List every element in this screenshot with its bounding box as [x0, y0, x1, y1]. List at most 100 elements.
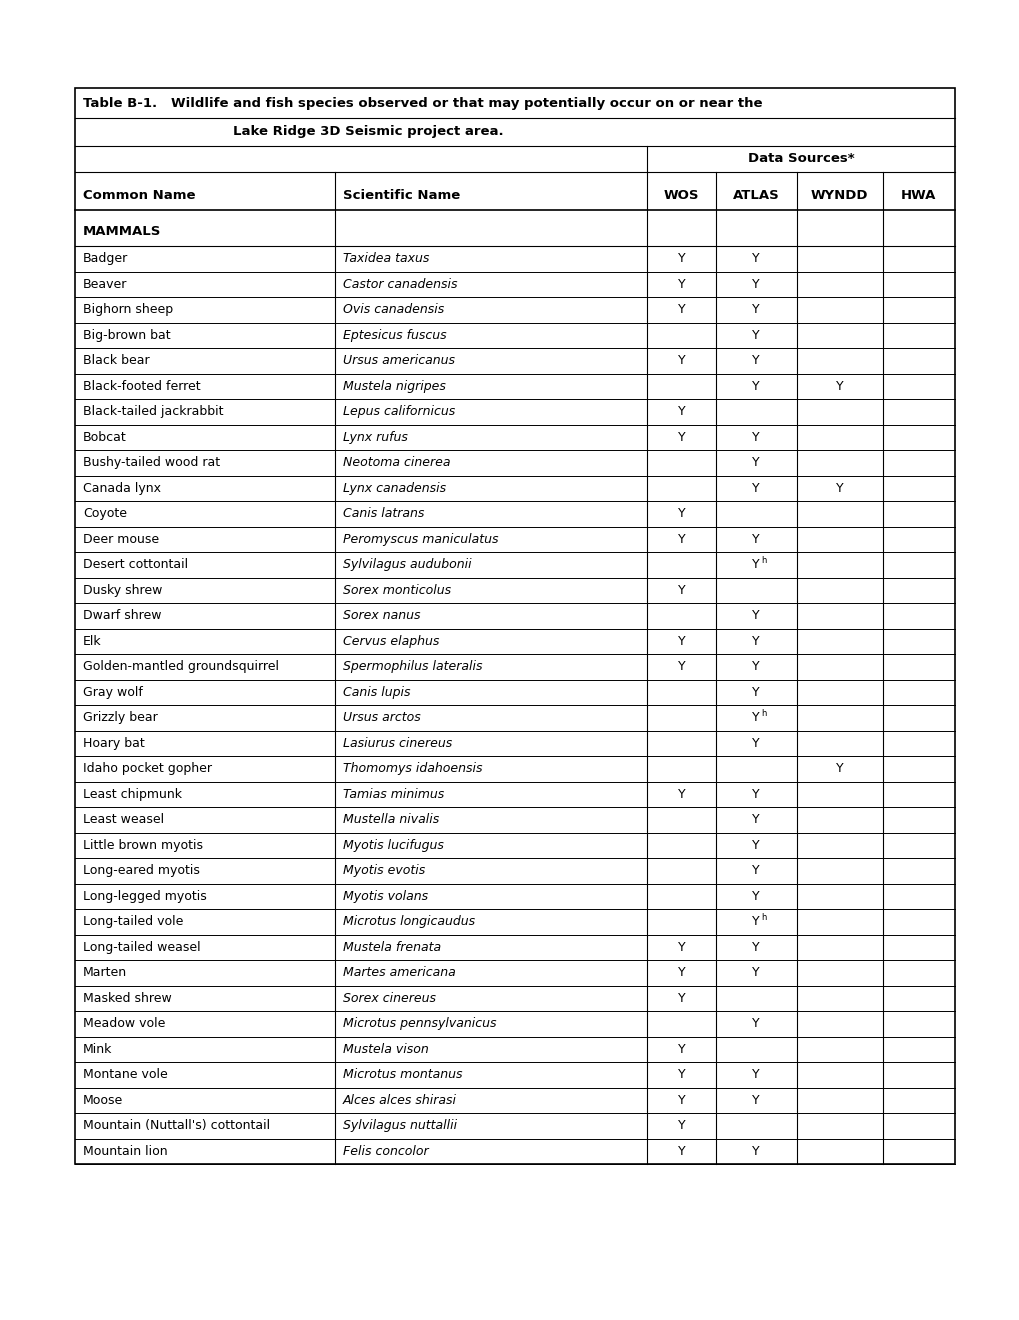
Text: Y: Y	[752, 1094, 759, 1106]
Text: Ursus arctos: Ursus arctos	[342, 711, 420, 725]
Text: Y: Y	[677, 405, 685, 418]
Text: Ursus americanus: Ursus americanus	[342, 354, 454, 367]
Text: Scientific Name: Scientific Name	[342, 189, 460, 202]
Text: Y: Y	[751, 558, 759, 572]
Text: Y: Y	[752, 277, 759, 290]
Text: Bighorn sheep: Bighorn sheep	[83, 304, 173, 317]
Text: Y: Y	[677, 1068, 685, 1081]
Text: Sorex cinereus: Sorex cinereus	[342, 991, 435, 1005]
Text: Neotoma cinerea: Neotoma cinerea	[342, 457, 449, 469]
Text: Lasiurus cinereus: Lasiurus cinereus	[342, 737, 451, 750]
Text: Myotis volans: Myotis volans	[342, 890, 427, 903]
Text: Y: Y	[752, 1068, 759, 1081]
Text: h: h	[760, 556, 765, 565]
Text: Long-tailed weasel: Long-tailed weasel	[83, 941, 201, 954]
Text: Mustella nivalis: Mustella nivalis	[342, 813, 438, 826]
Text: Little brown myotis: Little brown myotis	[83, 838, 203, 851]
Text: Microtus pennsylvanicus: Microtus pennsylvanicus	[342, 1018, 495, 1030]
Text: Lake Ridge 3D Seismic project area.: Lake Ridge 3D Seismic project area.	[233, 125, 503, 139]
Text: Taxidea taxus: Taxidea taxus	[342, 252, 429, 265]
Text: Idaho pocket gopher: Idaho pocket gopher	[83, 762, 212, 775]
Bar	[75, 88, 954, 1164]
Text: Dwarf shrew: Dwarf shrew	[83, 610, 161, 622]
Text: Sorex monticolus: Sorex monticolus	[342, 583, 450, 597]
Text: Y: Y	[752, 737, 759, 750]
Text: Masked shrew: Masked shrew	[83, 991, 171, 1005]
Text: Y: Y	[677, 430, 685, 444]
Text: ATLAS: ATLAS	[732, 189, 779, 202]
Text: Felis concolor: Felis concolor	[342, 1144, 428, 1158]
Text: Alces alces shirasi: Alces alces shirasi	[342, 1094, 457, 1106]
Text: Hoary bat: Hoary bat	[83, 737, 145, 750]
Text: Mountain (Nuttall's) cottontail: Mountain (Nuttall's) cottontail	[83, 1119, 270, 1133]
Text: Long-eared myotis: Long-eared myotis	[83, 865, 200, 878]
Text: Y: Y	[677, 583, 685, 597]
Text: Grizzly bear: Grizzly bear	[83, 711, 158, 725]
Text: Mustela frenata: Mustela frenata	[342, 941, 440, 954]
Text: Y: Y	[836, 762, 843, 775]
Text: Y: Y	[752, 1144, 759, 1158]
Text: Y: Y	[677, 533, 685, 545]
Text: Castor canadensis: Castor canadensis	[342, 277, 457, 290]
Text: Bobcat: Bobcat	[83, 430, 126, 444]
Text: Y: Y	[751, 711, 759, 725]
Text: Y: Y	[677, 304, 685, 317]
Text: Bushy-tailed wood rat: Bushy-tailed wood rat	[83, 457, 220, 469]
Text: Y: Y	[752, 354, 759, 367]
Text: Y: Y	[752, 686, 759, 698]
Text: Y: Y	[677, 1144, 685, 1158]
Text: Least chipmunk: Least chipmunk	[83, 788, 181, 801]
Text: Microtus montanus: Microtus montanus	[342, 1068, 462, 1081]
Text: Y: Y	[677, 660, 685, 673]
Text: Y: Y	[677, 277, 685, 290]
Text: Martes americana: Martes americana	[342, 966, 454, 979]
Text: Y: Y	[836, 380, 843, 393]
Text: Canis latrans: Canis latrans	[342, 507, 424, 520]
Text: Y: Y	[752, 941, 759, 954]
Text: Elk: Elk	[83, 635, 102, 648]
Text: Y: Y	[752, 430, 759, 444]
Text: Table B-1.   Wildlife and fish species observed or that may potentially occur on: Table B-1. Wildlife and fish species obs…	[83, 96, 762, 110]
Text: Mustela vison: Mustela vison	[342, 1043, 428, 1056]
Text: Spermophilus lateralis: Spermophilus lateralis	[342, 660, 482, 673]
Text: Y: Y	[677, 1119, 685, 1133]
Text: Microtus longicaudus: Microtus longicaudus	[342, 915, 474, 928]
Text: Black bear: Black bear	[83, 354, 150, 367]
Text: Y: Y	[752, 329, 759, 342]
Text: Myotis lucifugus: Myotis lucifugus	[342, 838, 443, 851]
Text: Peromyscus maniculatus: Peromyscus maniculatus	[342, 533, 497, 545]
Text: Lynx rufus: Lynx rufus	[342, 430, 407, 444]
Text: Y: Y	[677, 635, 685, 648]
Text: Y: Y	[752, 457, 759, 469]
Text: WYNDD: WYNDD	[810, 189, 867, 202]
Text: Beaver: Beaver	[83, 277, 127, 290]
Text: Y: Y	[751, 915, 759, 928]
Text: Black-tailed jackrabbit: Black-tailed jackrabbit	[83, 405, 223, 418]
Text: Gray wolf: Gray wolf	[83, 686, 143, 698]
Text: Y: Y	[752, 304, 759, 317]
Text: Y: Y	[677, 991, 685, 1005]
Text: Y: Y	[677, 966, 685, 979]
Text: Y: Y	[752, 252, 759, 265]
Text: Sylvilagus nuttallii: Sylvilagus nuttallii	[342, 1119, 457, 1133]
Text: Lepus californicus: Lepus californicus	[342, 405, 454, 418]
Text: Y: Y	[752, 533, 759, 545]
Text: Tamias minimus: Tamias minimus	[342, 788, 443, 801]
Text: Mink: Mink	[83, 1043, 112, 1056]
Text: Deer mouse: Deer mouse	[83, 533, 159, 545]
Text: Mustela nigripes: Mustela nigripes	[342, 380, 445, 393]
Text: Thomomys idahoensis: Thomomys idahoensis	[342, 762, 482, 775]
Text: Long-tailed vole: Long-tailed vole	[83, 915, 183, 928]
Text: Y: Y	[677, 1043, 685, 1056]
Text: Lynx canadensis: Lynx canadensis	[342, 482, 445, 495]
Text: Y: Y	[752, 610, 759, 622]
Text: Y: Y	[752, 380, 759, 393]
Text: Mountain lion: Mountain lion	[83, 1144, 167, 1158]
Text: Y: Y	[752, 635, 759, 648]
Text: Myotis evotis: Myotis evotis	[342, 865, 425, 878]
Text: Long-legged myotis: Long-legged myotis	[83, 890, 207, 903]
Text: Y: Y	[752, 890, 759, 903]
Text: Black-footed ferret: Black-footed ferret	[83, 380, 201, 393]
Text: Y: Y	[752, 865, 759, 878]
Text: WOS: WOS	[663, 189, 698, 202]
